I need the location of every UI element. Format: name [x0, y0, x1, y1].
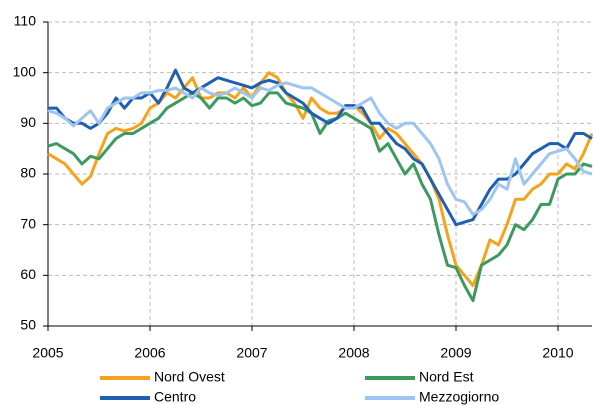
x-tick-label: 2008 — [338, 345, 369, 361]
series-line — [47, 71, 593, 287]
y-tick-label: 60 — [20, 266, 36, 282]
series-line — [47, 91, 593, 303]
x-tick-label: 2006 — [134, 345, 165, 361]
y-tick-label: 100 — [13, 63, 37, 79]
legend-label: Centro — [154, 389, 196, 405]
x-tick-label: 2010 — [542, 345, 573, 361]
legend-label: Nord Est — [419, 369, 474, 385]
y-tick-label: 80 — [20, 165, 36, 181]
y-tick-label: 90 — [20, 114, 36, 130]
x-tick-label: 2009 — [440, 345, 471, 361]
legend-label: Nord Ovest — [154, 369, 225, 385]
series-line — [48, 68, 593, 227]
y-tick-label: 110 — [14, 13, 37, 29]
y-tick-label: 70 — [20, 215, 36, 231]
x-tick-label: 2007 — [236, 345, 267, 361]
series-line — [47, 81, 593, 216]
legend-label: Mezzogiorno — [419, 389, 499, 405]
y-tick-label: 50 — [20, 317, 36, 333]
x-tick-label: 2005 — [32, 345, 63, 361]
